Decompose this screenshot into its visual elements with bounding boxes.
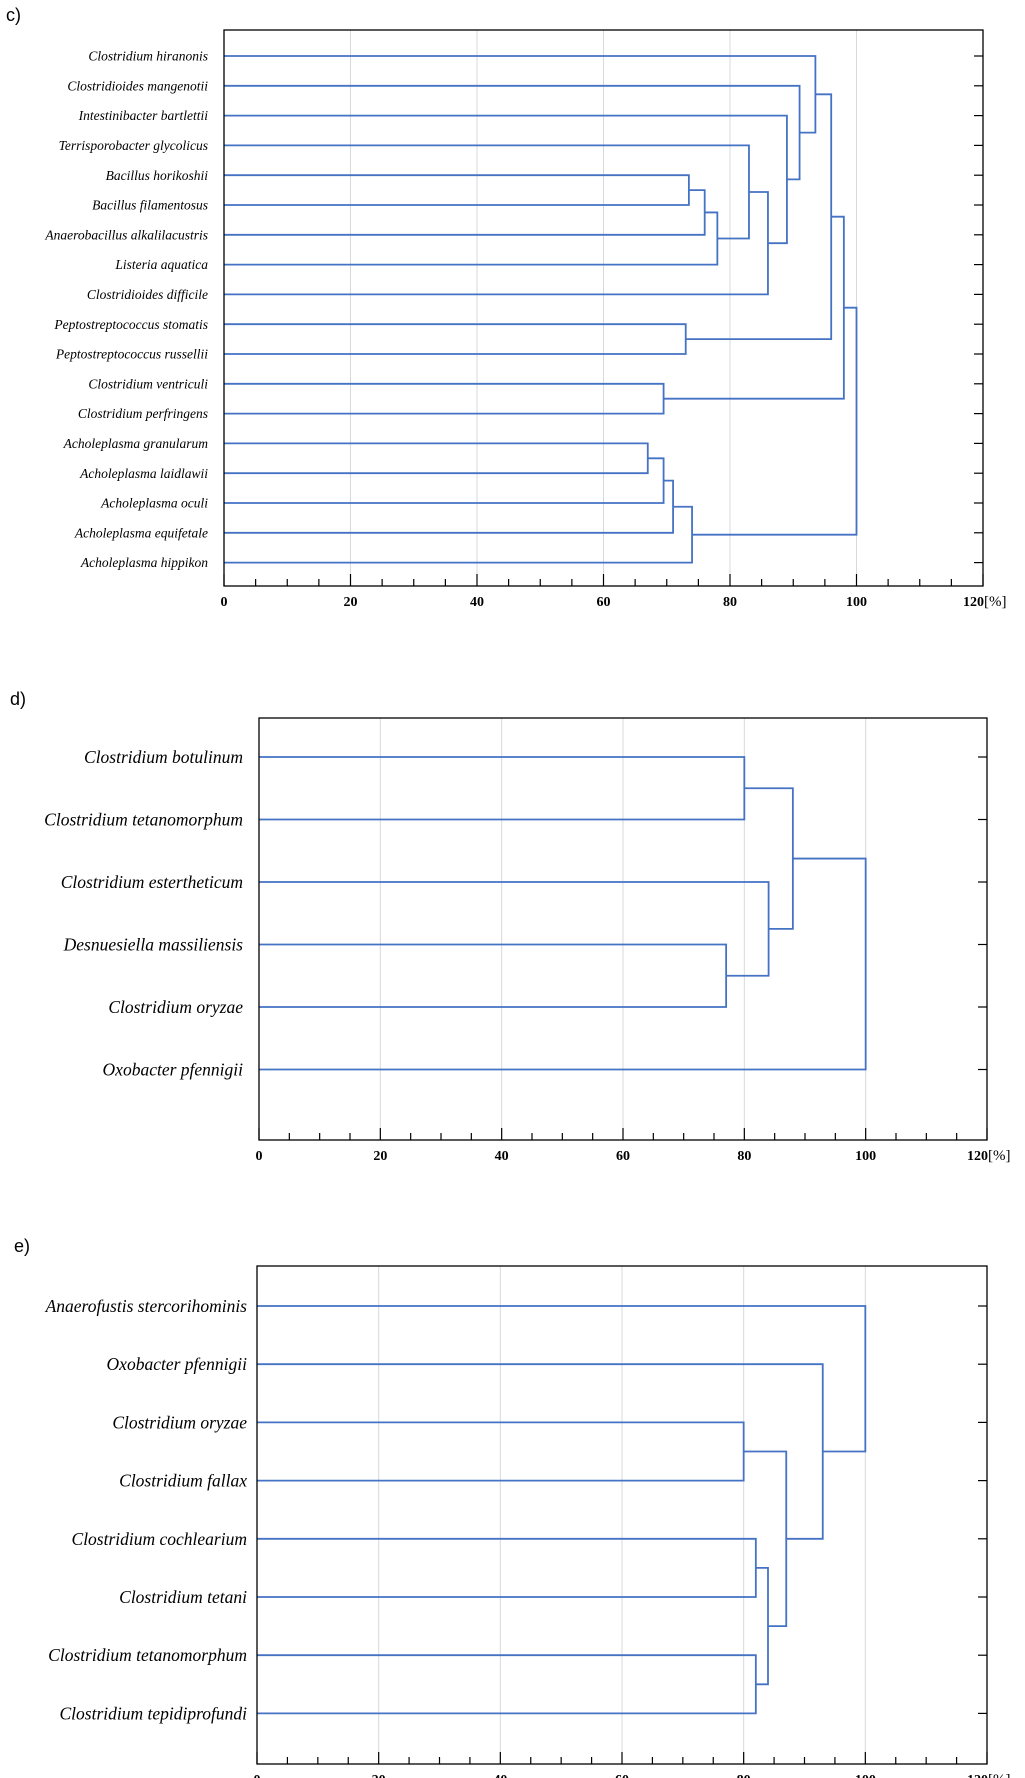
merge-link-6 [224,114,788,245]
x-tick-label-120: 120 [963,595,984,610]
leaf-label-clostridium-tetanomorphum: Clostridium tetanomorphum [44,809,243,829]
leaf-label-peptostreptococcus-stomatis: Peptostreptococcus stomatis [53,317,208,332]
merge-link-4 [224,144,750,240]
panel-d-dendrogram: d) Clostridium botulinum Clostridium teta… [10,689,1011,1164]
x-tick-label-40: 40 [495,1149,509,1164]
leaf-label-anaerofustis-stercorihominis: Anaerofustis stercorihominis [45,1296,248,1316]
x-tick-label-60: 60 [597,595,611,610]
merge-link-3 [224,211,719,266]
merge-link-7 [224,84,801,181]
x-tick-label-60: 60 [615,1773,629,1778]
x-tick-label-40: 40 [470,595,484,610]
leaf-label-acholeplasma-oculi: Acholeplasma oculi [100,496,208,511]
x-tick-label-0: 0 [221,595,228,610]
x-tick-label-120: 120 [967,1149,988,1164]
x-tick-label-20: 20 [373,1149,387,1164]
x-axis-unit-label: [%] [988,1148,1011,1164]
x-axis-unit-label: [%] [988,1772,1011,1778]
merge-link-3 [259,881,770,977]
merge-link-9 [224,323,687,355]
x-tick-label-100: 100 [846,595,867,610]
x-tick-label-0: 0 [254,1773,261,1778]
leaf-label-intestinibacter-bartlettii: Intestinibacter bartlettii [78,108,209,123]
leaf-label-clostridioides-mangenotii: Clostridioides mangenotii [67,78,208,93]
merge-link-12 [663,215,845,400]
leaf-label-terrisporobacter-glycolicus: Terrisporobacter glycolicus [59,138,208,153]
merge-link-16 [224,505,693,564]
leaf-label-clostridium-botulinum: Clostridium botulinum [84,747,243,767]
x-tick-label-20: 20 [344,595,358,610]
merge-link-11 [224,382,665,415]
merge-link-13 [224,442,649,475]
leaf-label-desnuesiella-massiliensis: Desnuesiella massiliensis [63,934,244,954]
x-tick-label-120: 120 [967,1773,988,1778]
leaf-label-clostridium-oryzae: Clostridium oryzae [108,997,243,1017]
leaf-label-acholeplasma-granularum: Acholeplasma granularum [63,436,209,451]
merge-link-10 [685,93,833,340]
leaf-label-clostridium-tetani: Clostridium tetani [119,1587,247,1607]
leaf-label-bacillus-filamentosus: Bacillus filamentosus [92,198,208,213]
merge-link-2 [224,189,706,236]
leaf-label-peptostreptococcus-russellii: Peptostreptococcus russellii [55,347,208,362]
x-tick-label-0: 0 [256,1149,263,1164]
merge-link-6 [257,1363,824,1540]
merge-link-1 [259,756,746,821]
leaf-label-listeria-aquatica: Listeria aquatica [114,257,208,272]
x-axis-unit-label: [%] [984,594,1007,610]
x-tick-label-100: 100 [855,1773,876,1778]
merge-link-3 [257,1654,757,1715]
leaf-label-acholeplasma-hippikon: Acholeplasma hippikon [80,555,208,570]
panel-e-dendrogram: e) Anaerofustis stercorihominis Oxobacter… [14,1236,1011,1778]
merge-link-2 [259,943,728,1008]
x-tick-label-80: 80 [723,595,737,610]
panel-e-label: e) [14,1236,30,1256]
leaf-label-acholeplasma-equifetale: Acholeplasma equifetale [74,525,208,540]
leaf-label-clostridium-estertheticum: Clostridium estertheticum [61,872,243,892]
merge-link-5 [224,191,769,296]
merge-link-5 [259,857,867,1071]
leaf-label-oxobacter-pfennigii: Oxobacter pfennigii [103,1059,244,1079]
leaf-label-bacillus-horikoshii: Bacillus horikoshii [106,168,209,183]
merge-link-2 [257,1537,757,1598]
leaf-label-acholeplasma-laidlawii: Acholeplasma laidlawii [79,466,208,481]
x-tick-label-80: 80 [737,1773,751,1778]
x-tick-label-40: 40 [493,1773,507,1778]
leaf-label-clostridium-cochlearium: Clostridium cochlearium [72,1529,247,1549]
panel-d-label: d) [10,689,26,709]
leaf-label-clostridium-perfringens: Clostridium perfringens [78,406,208,421]
x-tick-label-100: 100 [855,1149,876,1164]
leaf-label-clostridium-fallax: Clostridium fallax [119,1471,247,1491]
x-tick-label-20: 20 [372,1773,386,1778]
merge-link-1 [224,174,690,206]
x-tick-label-60: 60 [616,1149,630,1164]
x-tick-label-80: 80 [737,1149,751,1164]
merge-link-14 [224,457,665,504]
merge-link-17 [692,306,858,536]
leaf-label-clostridium-oryzae: Clostridium oryzae [112,1412,247,1432]
merge-link-15 [224,479,674,534]
leaf-label-clostridium-tepidiprofundi: Clostridium tepidiprofundi [60,1703,248,1723]
leaf-label-anaerobacillus-alkalilacustris: Anaerobacillus alkalilacustris [44,227,208,242]
panel-c-dendrogram: c) Clostridium hiranonis Clostridioides m… [6,5,1007,610]
leaf-label-clostridium-ventriculi: Clostridium ventriculi [88,376,208,391]
merge-link-8 [224,55,817,134]
merge-link-4 [755,1567,769,1686]
leaf-label-clostridioides-difficile: Clostridioides difficile [87,287,208,302]
leaf-label-clostridium-hiranonis: Clostridium hiranonis [88,49,208,64]
leaf-label-clostridium-tetanomorphum: Clostridium tetanomorphum [48,1645,247,1665]
leaf-label-oxobacter-pfennigii: Oxobacter pfennigii [107,1354,248,1374]
panel-c-label: c) [6,5,21,25]
merge-link-7 [257,1305,867,1453]
